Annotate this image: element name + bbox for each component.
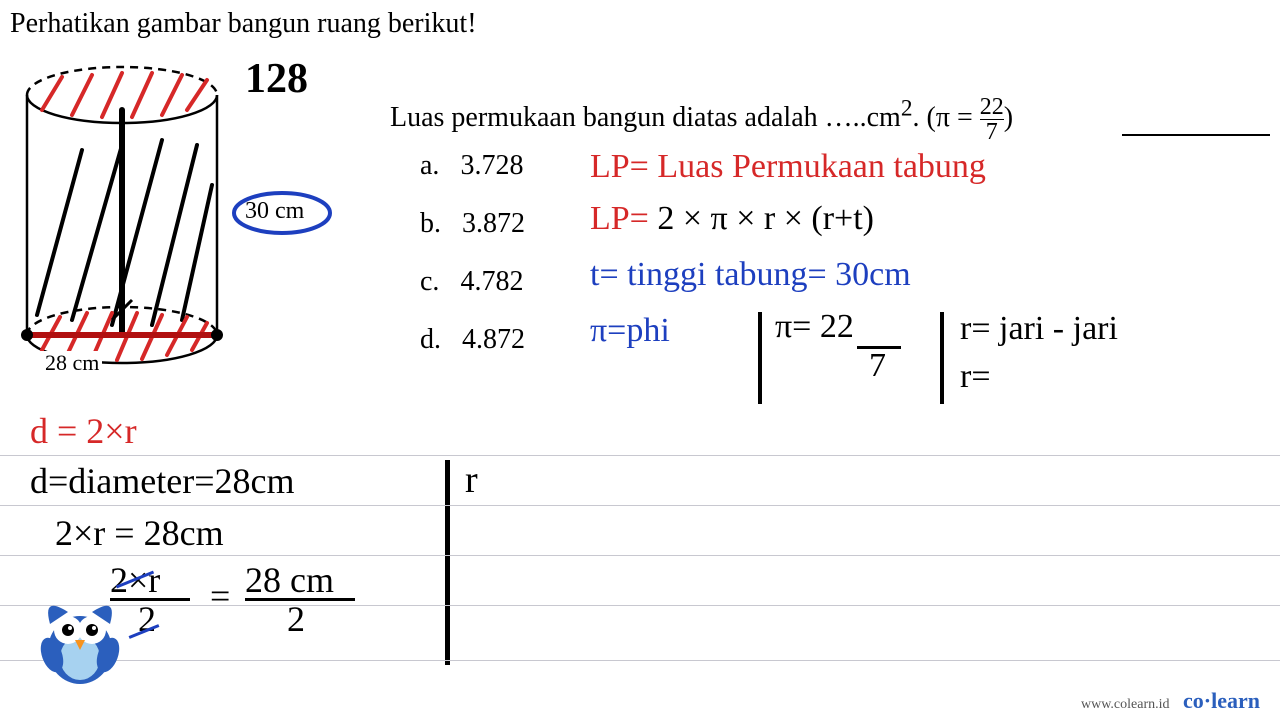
rule-line — [0, 660, 1280, 661]
vbar-2 — [940, 312, 944, 404]
note-d-2r: d = 2×r — [30, 410, 137, 452]
option-b: b. 3.872 — [420, 208, 525, 240]
option-d-value: 4.872 — [462, 324, 525, 355]
option-a-value: 3.728 — [460, 150, 523, 181]
owl-mascot — [30, 580, 130, 690]
note-lp-formula: LP= 2 × π × r × (r+t) — [590, 200, 874, 238]
question-prefix: Luas permukaan bangun diatas adalah …..c… — [390, 102, 901, 133]
frac-r-bot: 2 — [287, 601, 355, 637]
frac-r-top: 28 cm — [245, 560, 334, 600]
footer-url: www.colearn.id — [1081, 697, 1170, 712]
note-lp-title: LP= Luas Permukaan tabung — [590, 148, 986, 186]
option-c-label: c. — [420, 266, 439, 297]
rule-line — [0, 555, 1280, 556]
note-pi-phi: π=phi — [590, 312, 670, 350]
note-128: 128 — [245, 55, 308, 103]
note-r-right: r — [465, 458, 478, 502]
pi-frac-top: π= 22 — [775, 308, 854, 345]
question-suffix: ) — [1004, 102, 1013, 133]
pi-frac-bot: 7 — [869, 349, 901, 383]
vbar-1 — [758, 312, 762, 404]
option-c-value: 4.782 — [460, 266, 523, 297]
option-d: d. 4.872 — [420, 324, 525, 356]
pi-num: 22 — [980, 95, 1004, 120]
note-d-diameter: d=diameter=28cm — [30, 460, 295, 502]
pi-underline — [1122, 134, 1270, 136]
note-frac-right: 28 cm 2 — [245, 562, 355, 637]
note-pi-22-7: π= 22 7 — [775, 310, 901, 383]
question-pi-prefix: . (π = — [913, 102, 980, 133]
note-2r-28: 2×r = 28cm — [55, 512, 224, 554]
label-28cm: 28 cm — [45, 350, 99, 376]
note-equals: = — [210, 575, 230, 617]
note-t-eq: t= tinggi tabung= 30cm — [590, 256, 911, 294]
rule-line — [0, 455, 1280, 456]
vbar-3 — [445, 460, 450, 665]
footer-brand: co·learn — [1183, 688, 1260, 713]
rule-line — [0, 505, 1280, 506]
options-list: a. 3.728 b. 3.872 c. 4.782 d. 4.872 — [420, 150, 525, 382]
option-b-value: 3.872 — [462, 208, 525, 239]
option-d-label: d. — [420, 324, 441, 355]
pi-den: 7 — [980, 120, 1004, 144]
footer: www.colearn.id co·learn — [1081, 688, 1260, 714]
option-a: a. 3.728 — [420, 150, 525, 182]
option-a-label: a. — [420, 150, 439, 181]
circle-30cm — [230, 188, 335, 238]
page-title: Perhatikan gambar bangun ruang berikut! — [10, 8, 477, 40]
note-r-jari: r= jari - jari — [960, 310, 1118, 348]
note-r-eq: r= — [960, 358, 991, 396]
option-c: c. 4.782 — [420, 266, 525, 298]
option-b-label: b. — [420, 208, 441, 239]
question-text: Luas permukaan bangun diatas adalah …..c… — [390, 95, 1013, 144]
rule-line — [0, 605, 1280, 606]
